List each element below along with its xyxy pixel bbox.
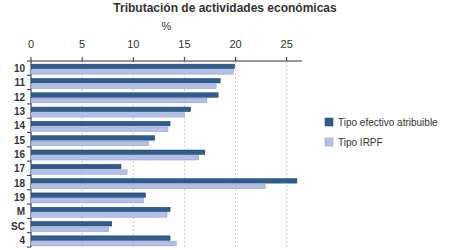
bar [31, 213, 167, 218]
chart-container: Tributación de actividades económicas% 0 5… [0, 0, 450, 250]
legend-label: Tipo IRPF [338, 137, 383, 148]
legend-swatch [325, 138, 333, 146]
tick-mark [82, 57, 83, 61]
category-tick [27, 175, 31, 176]
category-label: SC [11, 221, 25, 232]
bars [31, 64, 297, 246]
category-label: 12 [14, 92, 26, 103]
bar [31, 64, 235, 69]
category-label: 10 [14, 63, 26, 74]
bar [31, 141, 149, 146]
category-tick [27, 118, 31, 119]
bar [31, 113, 184, 118]
category-tick [27, 218, 31, 219]
category-tick [27, 189, 31, 190]
category-label: 16 [14, 149, 26, 160]
chart-svg: Tributación de actividades económicas% 0 5… [0, 0, 450, 250]
category-tick [27, 132, 31, 133]
axis-label: % [162, 20, 172, 32]
bar [31, 184, 265, 189]
category-tick [27, 61, 31, 62]
bar [31, 164, 121, 169]
bar [31, 93, 218, 98]
tick-label: 20 [229, 38, 241, 50]
bar [31, 98, 207, 103]
bar [31, 241, 176, 246]
bar [31, 121, 170, 126]
category-label: 15 [14, 135, 26, 146]
category-tick [27, 103, 31, 104]
tick-mark [31, 57, 32, 61]
bar [31, 136, 155, 141]
legend-label: Tipo efectivo atribuible [338, 117, 438, 128]
tick-mark [235, 57, 236, 61]
category-label: 13 [14, 106, 26, 117]
category-tick [27, 247, 31, 248]
tick-mark [133, 57, 134, 61]
tick-mark [286, 57, 287, 61]
bar [31, 222, 112, 227]
bar [31, 207, 170, 212]
category-label: M [17, 206, 25, 217]
bar [31, 198, 143, 203]
bar [31, 179, 297, 184]
category-tick [27, 146, 31, 147]
grid-line [286, 61, 287, 247]
bar [31, 78, 220, 83]
tick-label: 15 [178, 38, 190, 50]
x-axis [31, 61, 302, 62]
grid-line [235, 61, 236, 247]
tick-label: 0 [28, 38, 34, 50]
legend-swatch [325, 118, 333, 126]
title: Tributación de actividades económicas [113, 1, 337, 15]
category-tick [27, 75, 31, 76]
tick-label: 10 [127, 38, 139, 50]
category-tick [27, 204, 31, 205]
tick-label: 25 [281, 38, 293, 50]
bar [31, 227, 109, 232]
category-label: 14 [14, 120, 26, 131]
category-tick [27, 161, 31, 162]
category-tick [27, 232, 31, 233]
category-label: 11 [14, 77, 25, 88]
tick-mark [184, 57, 185, 61]
bar [31, 107, 191, 112]
bar [31, 127, 168, 132]
bar [31, 236, 170, 241]
bar [31, 170, 127, 175]
category-label: 19 [14, 192, 26, 203]
bar [31, 70, 233, 75]
tick-label: 5 [79, 38, 85, 50]
category-tick [27, 89, 31, 90]
bar [31, 150, 205, 155]
category-label: 18 [14, 178, 26, 189]
bar [31, 84, 216, 89]
bar [31, 156, 199, 161]
category-label: 4 [19, 235, 25, 246]
category-label: 17 [14, 163, 26, 174]
bar [31, 193, 146, 198]
